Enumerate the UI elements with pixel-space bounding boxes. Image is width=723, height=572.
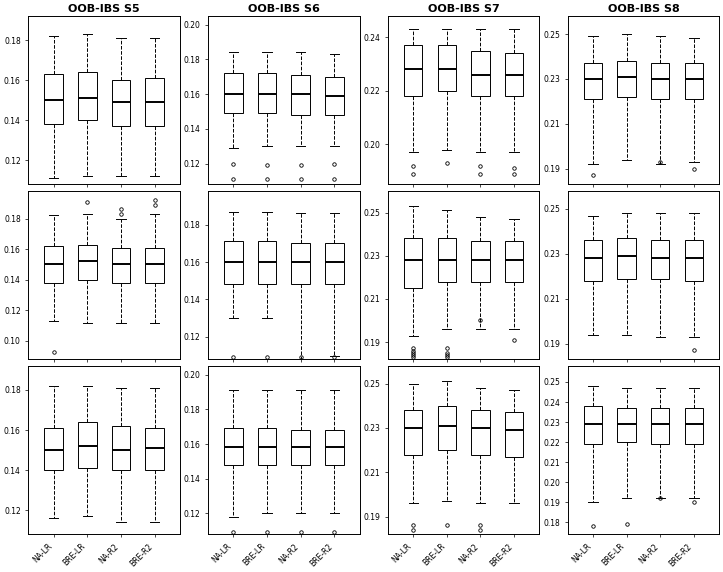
PathPatch shape xyxy=(583,406,602,444)
PathPatch shape xyxy=(258,73,276,113)
PathPatch shape xyxy=(78,245,97,280)
PathPatch shape xyxy=(111,248,130,283)
PathPatch shape xyxy=(145,248,164,283)
PathPatch shape xyxy=(44,428,63,470)
Title: OOB-IBS S6: OOB-IBS S6 xyxy=(248,4,320,14)
Title: OOB-IBS S8: OOB-IBS S8 xyxy=(607,4,680,14)
PathPatch shape xyxy=(224,241,243,284)
PathPatch shape xyxy=(111,80,130,126)
PathPatch shape xyxy=(651,63,669,99)
PathPatch shape xyxy=(291,430,310,465)
PathPatch shape xyxy=(505,241,523,281)
PathPatch shape xyxy=(685,240,703,281)
PathPatch shape xyxy=(617,238,636,279)
PathPatch shape xyxy=(685,63,703,99)
PathPatch shape xyxy=(224,428,243,465)
PathPatch shape xyxy=(78,72,97,120)
PathPatch shape xyxy=(583,63,602,99)
PathPatch shape xyxy=(471,410,489,455)
PathPatch shape xyxy=(325,430,343,465)
PathPatch shape xyxy=(437,406,456,450)
PathPatch shape xyxy=(291,75,310,115)
PathPatch shape xyxy=(685,408,703,444)
PathPatch shape xyxy=(404,410,422,455)
PathPatch shape xyxy=(258,241,276,284)
PathPatch shape xyxy=(583,240,602,281)
PathPatch shape xyxy=(471,241,489,281)
PathPatch shape xyxy=(617,408,636,442)
PathPatch shape xyxy=(437,45,456,91)
Title: OOB-IBS S5: OOB-IBS S5 xyxy=(68,4,140,14)
PathPatch shape xyxy=(505,412,523,456)
PathPatch shape xyxy=(325,243,343,284)
PathPatch shape xyxy=(651,240,669,279)
PathPatch shape xyxy=(404,45,422,96)
PathPatch shape xyxy=(44,246,63,283)
PathPatch shape xyxy=(44,74,63,124)
PathPatch shape xyxy=(111,426,130,470)
PathPatch shape xyxy=(404,239,422,288)
PathPatch shape xyxy=(258,428,276,465)
PathPatch shape xyxy=(145,428,164,470)
PathPatch shape xyxy=(78,422,97,468)
Title: OOB-IBS S7: OOB-IBS S7 xyxy=(428,4,500,14)
PathPatch shape xyxy=(471,51,489,96)
PathPatch shape xyxy=(224,73,243,113)
PathPatch shape xyxy=(505,53,523,96)
PathPatch shape xyxy=(291,243,310,284)
PathPatch shape xyxy=(145,78,164,126)
PathPatch shape xyxy=(651,408,669,444)
PathPatch shape xyxy=(437,239,456,281)
PathPatch shape xyxy=(617,61,636,97)
PathPatch shape xyxy=(325,77,343,115)
